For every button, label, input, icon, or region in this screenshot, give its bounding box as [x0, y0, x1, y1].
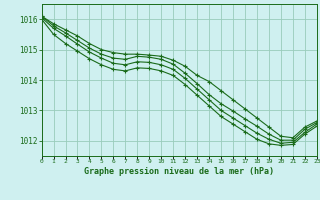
X-axis label: Graphe pression niveau de la mer (hPa): Graphe pression niveau de la mer (hPa) — [84, 167, 274, 176]
